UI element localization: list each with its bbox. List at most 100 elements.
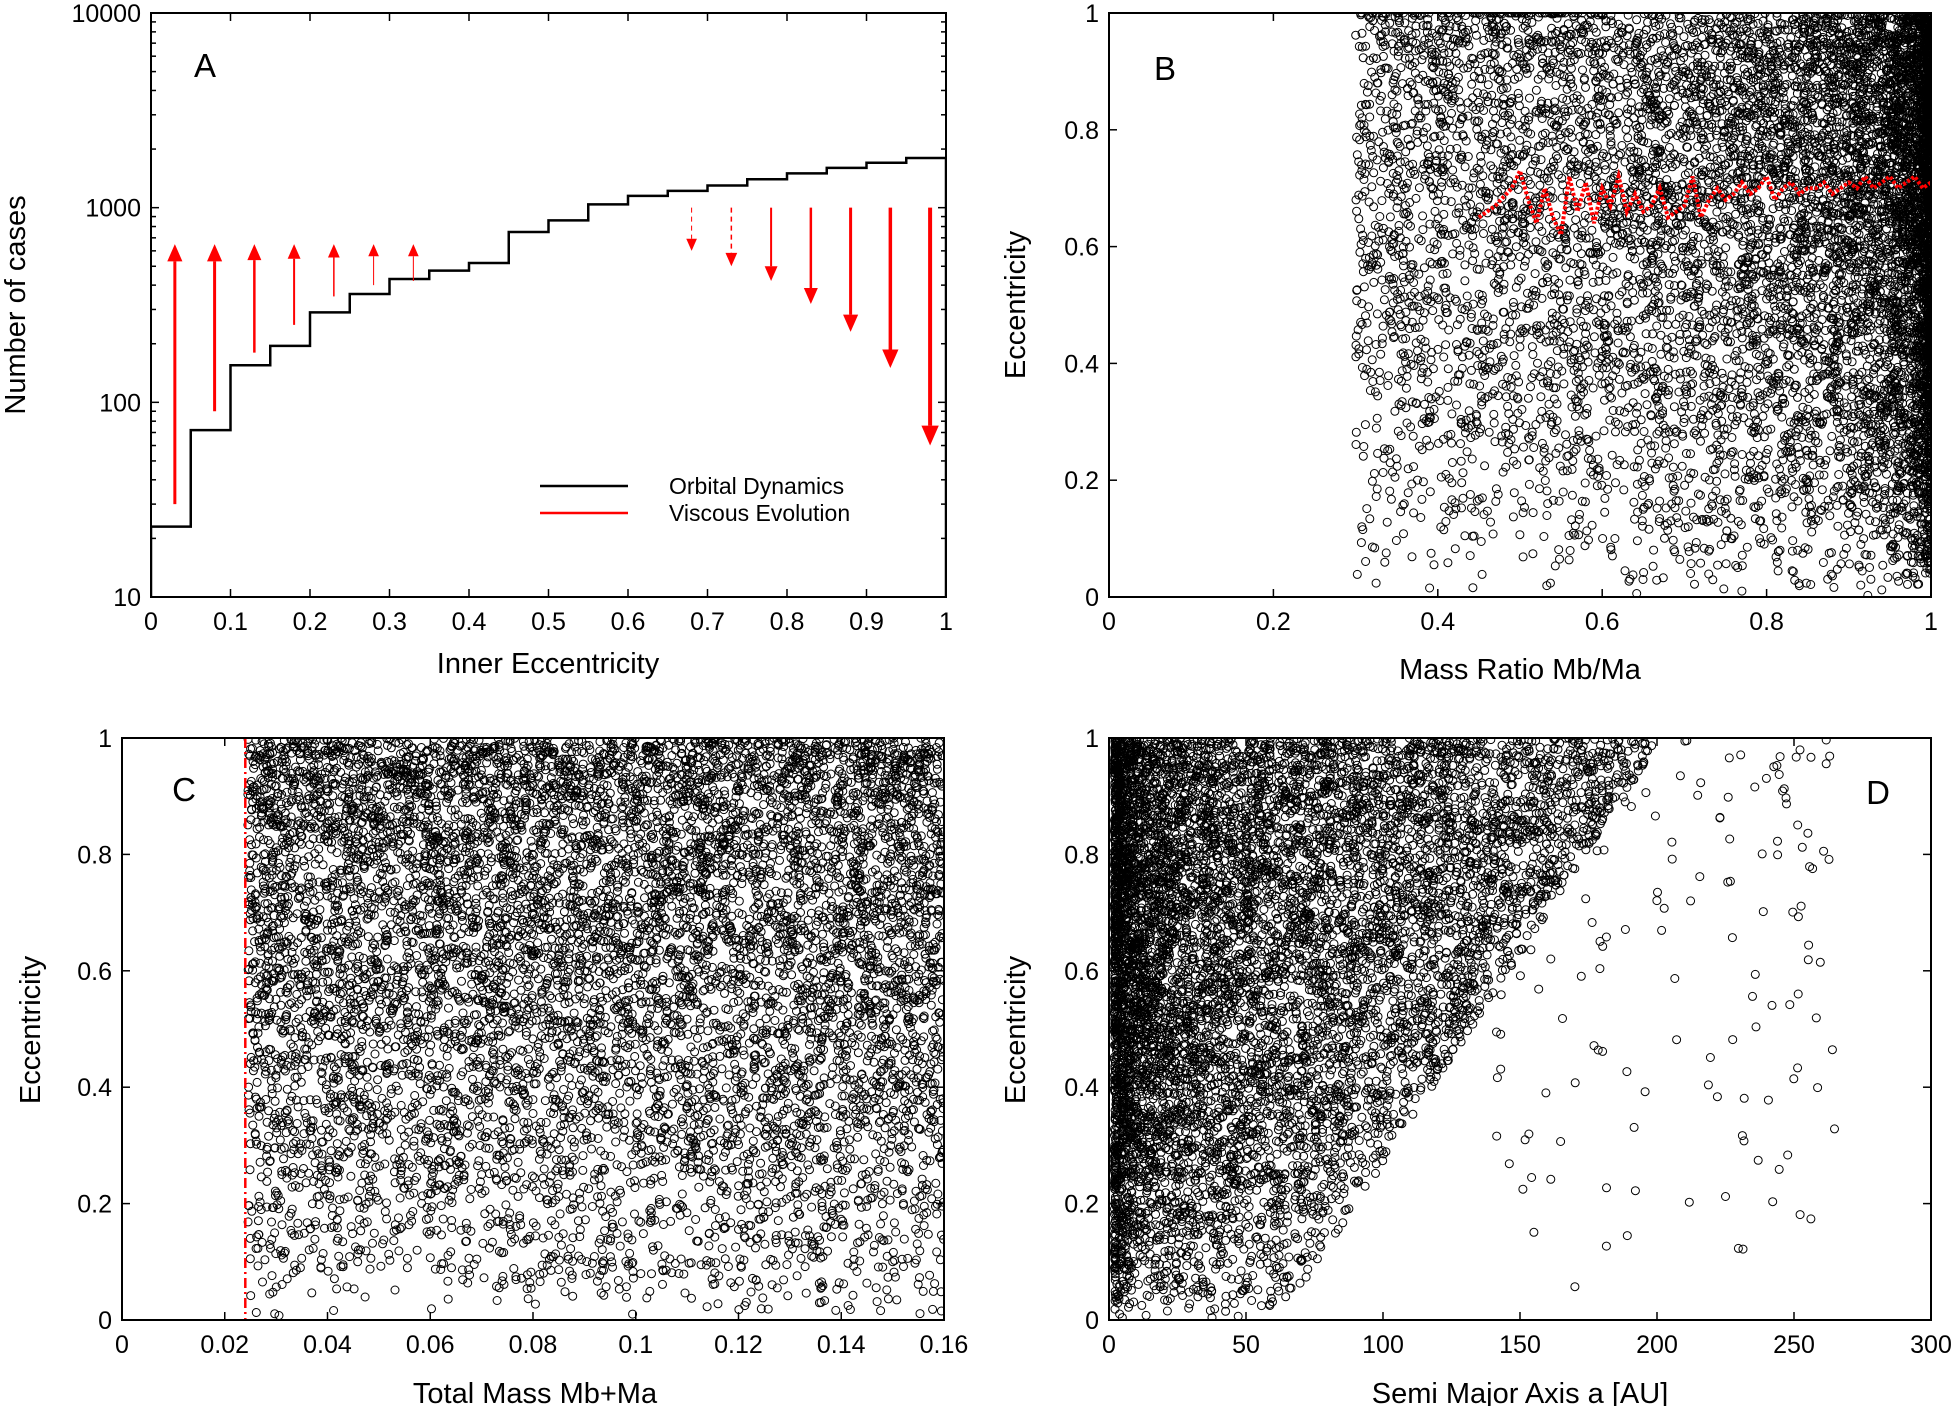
scatter-point: [1511, 242, 1521, 252]
panel-a-label: A: [194, 47, 216, 84]
scatter-point: [1670, 227, 1680, 237]
scatter-point: [1446, 178, 1456, 188]
scatter-point: [1426, 355, 1436, 365]
scatter-point: [1746, 458, 1755, 468]
x-tick-label: 0.6: [611, 608, 646, 636]
scatter-point: [1832, 117, 1842, 127]
scatter-point: [1594, 466, 1604, 476]
scatter-point: [1710, 332, 1720, 341]
scatter-point: [1532, 321, 1542, 331]
scatter-point: [1509, 488, 1519, 498]
scatter-point: [1609, 209, 1619, 219]
scatter-point: [1730, 18, 1740, 28]
scatter-point: [1607, 551, 1617, 561]
scatter-point: [1398, 334, 1408, 344]
scatter-point: [1416, 513, 1426, 522]
scatter-point: [1444, 325, 1454, 335]
scatter-point: [1852, 458, 1862, 468]
scatter-point: [1380, 114, 1390, 124]
scatter-point: [1515, 135, 1525, 145]
scatter-point: [1602, 242, 1612, 252]
scatter-point: [1452, 400, 1461, 410]
scatter-point: [1838, 495, 1848, 505]
scatter-point: [1475, 202, 1485, 212]
scatter-point: [1351, 440, 1361, 449]
scatter-point: [1747, 294, 1757, 304]
scatter-point: [1856, 539, 1866, 549]
scatter-point: [1467, 53, 1477, 63]
scatter-point: [1839, 102, 1849, 112]
scatter-point: [1704, 323, 1714, 333]
scatter-point: [1392, 203, 1402, 213]
scatter-point: [1472, 347, 1482, 356]
scatter-point: [1588, 383, 1598, 393]
scatter-point: [1390, 406, 1400, 416]
x-tick-label: 0.4: [452, 608, 487, 636]
scatter-point: [1734, 232, 1744, 242]
scatter-point: [1594, 463, 1604, 473]
scatter-point: [1496, 351, 1506, 361]
scatter-point: [1464, 350, 1474, 360]
scatter-point: [1612, 308, 1622, 318]
scatter-point: [1688, 231, 1698, 241]
scatter-point: [1389, 274, 1399, 283]
scatter-point: [1712, 156, 1722, 166]
scatter-point: [1716, 540, 1726, 550]
scatter-point: [1915, 542, 1924, 552]
scatter-point: [1426, 394, 1436, 404]
scatter-point: [1570, 411, 1580, 421]
scatter-point: [1384, 272, 1394, 281]
scatter-point: [1804, 394, 1814, 403]
scatter-point: [1486, 145, 1496, 155]
scatter-point: [1489, 418, 1499, 428]
scatter-point: [1357, 160, 1367, 170]
scatter-point: [1629, 379, 1639, 389]
scatter-point: [1498, 83, 1508, 93]
scatter-point: [1836, 559, 1846, 569]
scatter-point: [1831, 367, 1841, 377]
scatter-point: [1620, 566, 1630, 576]
x-tick-label: 0.5: [531, 608, 566, 636]
scatter-point: [1543, 166, 1553, 176]
scatter-point: [1424, 33, 1434, 43]
scatter-point: [1564, 555, 1574, 565]
scatter-point: [1489, 106, 1498, 116]
scatter-point: [1558, 466, 1568, 476]
scatter-point: [1842, 110, 1852, 120]
scatter-point: [1446, 197, 1456, 207]
scatter-point: [1620, 427, 1630, 437]
scatter-point: [1409, 508, 1419, 518]
scatter-point: [1636, 362, 1646, 372]
scatter-point: [1815, 455, 1825, 465]
scatter-point: [1505, 119, 1515, 129]
viscous-evolution-arrow: [368, 244, 379, 286]
scatter-point: [1606, 137, 1616, 147]
scatter-point: [1857, 367, 1867, 377]
scatter-point: [1574, 268, 1584, 278]
scatter-point: [1834, 470, 1844, 479]
scatter-point: [1438, 156, 1448, 166]
scatter-point: [1524, 299, 1534, 309]
scatter-point: [1515, 150, 1525, 160]
scatter-point: [1448, 249, 1458, 259]
scatter-point: [1498, 467, 1508, 477]
scatter-point: [1684, 312, 1694, 321]
scatter-point: [1759, 333, 1769, 343]
scatter-point: [1525, 93, 1534, 103]
scatter-point: [1748, 77, 1758, 86]
scatter-point: [1376, 176, 1386, 186]
scatter-point: [1644, 498, 1654, 508]
scatter-point: [1618, 325, 1628, 335]
scatter-point: [1637, 220, 1647, 230]
scatter-point: [1902, 551, 1912, 561]
scatter-point: [1810, 328, 1820, 338]
scatter-point: [1632, 479, 1642, 489]
scatter-point: [1805, 129, 1815, 139]
scatter-point: [1841, 543, 1851, 553]
scatter-point: [1821, 326, 1830, 335]
scatter-point: [1461, 428, 1470, 438]
scatter-point: [1751, 122, 1761, 132]
scatter-point: [1678, 133, 1688, 143]
scatter-point: [1566, 355, 1576, 365]
scatter-point: [1483, 80, 1493, 90]
